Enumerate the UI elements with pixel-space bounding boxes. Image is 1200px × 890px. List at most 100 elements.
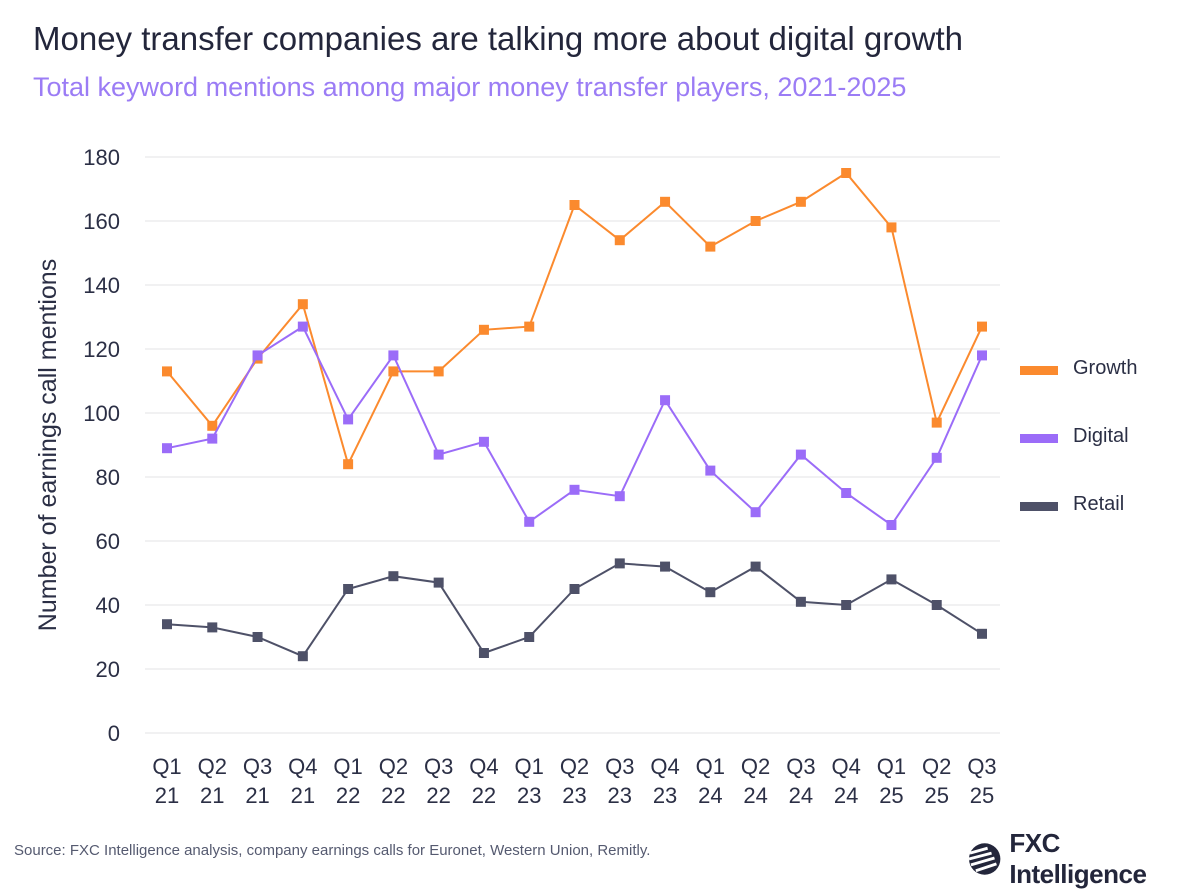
x-tick-label: Q3 bbox=[424, 754, 453, 779]
growth-point bbox=[569, 200, 580, 210]
retail-point bbox=[841, 600, 852, 610]
source-note: Source: FXC Intelligence analysis, compa… bbox=[14, 842, 651, 859]
digital-point bbox=[478, 436, 489, 447]
legend-swatch-growth bbox=[1020, 366, 1058, 375]
y-tick-label: 80 bbox=[96, 465, 120, 490]
x-tick-label: 21 bbox=[155, 783, 179, 808]
growth-point bbox=[614, 235, 625, 246]
retail-point bbox=[705, 587, 716, 598]
x-tick-label: 22 bbox=[472, 783, 496, 808]
digital-point bbox=[297, 321, 308, 332]
x-tick-label: 22 bbox=[381, 783, 405, 808]
legend-swatch-digital bbox=[1020, 434, 1058, 443]
x-tick-label: Q1 bbox=[515, 754, 544, 779]
y-tick-label: 120 bbox=[83, 337, 120, 362]
digital-point bbox=[433, 449, 444, 460]
growth-point bbox=[343, 459, 354, 470]
logo-text: FXC Intelligence bbox=[1009, 828, 1147, 889]
digital-point bbox=[207, 433, 218, 444]
growth-point bbox=[478, 324, 489, 335]
retail-point bbox=[433, 577, 444, 588]
x-tick-label: Q4 bbox=[288, 754, 317, 779]
y-tick-label: 0 bbox=[108, 721, 120, 746]
digital-point bbox=[388, 350, 399, 361]
digital-point bbox=[343, 414, 354, 425]
x-tick-label: 24 bbox=[698, 783, 722, 808]
x-tick-label: 21 bbox=[291, 783, 315, 808]
x-tick-label: Q4 bbox=[650, 754, 679, 779]
x-tick-label: 25 bbox=[924, 783, 948, 808]
x-tick-label: Q1 bbox=[152, 754, 181, 779]
growth-point bbox=[207, 420, 218, 431]
growth-line bbox=[166, 171, 983, 467]
y-tick-label: 60 bbox=[96, 529, 120, 554]
x-tick-label: Q2 bbox=[922, 754, 951, 779]
digital-point bbox=[977, 350, 987, 361]
x-tick-label: 22 bbox=[426, 783, 450, 808]
y-tick-label: 160 bbox=[83, 209, 120, 234]
line-chart: 0 20 40 60 80 100 120 140 160 180 Number of earnin… bbox=[34, 145, 1137, 808]
legend-label-digital: Digital bbox=[1073, 425, 1129, 447]
retail-point bbox=[524, 632, 535, 642]
y-tick-label: 40 bbox=[96, 593, 120, 618]
digital-point bbox=[252, 350, 263, 361]
y-tick-label: 20 bbox=[96, 657, 120, 682]
retail-point bbox=[297, 651, 308, 662]
x-tick-label: Q2 bbox=[379, 754, 408, 779]
y-tick-label: 100 bbox=[83, 401, 120, 426]
x-tick-label: 21 bbox=[245, 783, 269, 808]
x-tick-label: 23 bbox=[517, 783, 541, 808]
x-tick-label: Q4 bbox=[469, 754, 498, 779]
digital-point bbox=[886, 520, 897, 530]
x-tick-label: Q2 bbox=[198, 754, 227, 779]
growth-point bbox=[886, 222, 897, 233]
retail-point bbox=[478, 648, 489, 658]
digital-point bbox=[614, 491, 625, 502]
retail-point bbox=[795, 596, 806, 607]
retail-point bbox=[162, 619, 172, 630]
legend-swatch-retail bbox=[1020, 502, 1058, 511]
retail-point bbox=[569, 584, 580, 594]
x-tick-label: Q1 bbox=[877, 754, 906, 779]
retail-point bbox=[660, 561, 671, 572]
digital-point bbox=[162, 443, 172, 454]
retail-line bbox=[166, 562, 983, 658]
x-tick-label: Q1 bbox=[696, 754, 725, 779]
digital-point bbox=[569, 484, 580, 495]
x-tick-label: 24 bbox=[743, 783, 767, 808]
fxc-logo: FXC Intelligence bbox=[968, 828, 1200, 890]
growth-point bbox=[660, 196, 671, 207]
retail-point bbox=[343, 584, 354, 594]
retail-point bbox=[207, 622, 218, 633]
digital-point bbox=[705, 465, 716, 476]
digital-point bbox=[524, 516, 535, 527]
growth-point bbox=[841, 168, 852, 178]
growth-point bbox=[795, 196, 806, 207]
x-tick-label: Q3 bbox=[243, 754, 272, 779]
chart-subtitle: Total keyword mentions among major money… bbox=[33, 72, 907, 102]
x-tick-label: Q2 bbox=[560, 754, 589, 779]
x-tick-label: 22 bbox=[336, 783, 360, 808]
x-tick-label: Q2 bbox=[741, 754, 770, 779]
retail-point bbox=[388, 571, 399, 582]
fxc-globe-icon bbox=[968, 843, 1001, 875]
x-tick-label: Q4 bbox=[831, 754, 860, 779]
legend-label-retail: Retail bbox=[1073, 493, 1124, 515]
x-tick-label: Q3 bbox=[786, 754, 815, 779]
chart-title: Money transfer companies are talking mor… bbox=[33, 20, 963, 57]
x-tick-label: Q1 bbox=[333, 754, 362, 779]
x-tick-label: Q3 bbox=[605, 754, 634, 779]
x-tick-label: 24 bbox=[789, 783, 813, 808]
x-tick-label: 25 bbox=[970, 783, 994, 808]
growth-point bbox=[750, 216, 761, 226]
x-tick-label: 23 bbox=[608, 783, 632, 808]
retail-point bbox=[750, 561, 761, 572]
retail-point bbox=[614, 558, 625, 569]
growth-point bbox=[931, 417, 942, 428]
growth-point bbox=[524, 321, 535, 332]
growth-point bbox=[162, 366, 172, 377]
x-tick-label: 25 bbox=[879, 783, 903, 808]
digital-point bbox=[660, 395, 671, 406]
y-tick-label: 180 bbox=[83, 145, 120, 170]
x-tick-label: 23 bbox=[653, 783, 677, 808]
